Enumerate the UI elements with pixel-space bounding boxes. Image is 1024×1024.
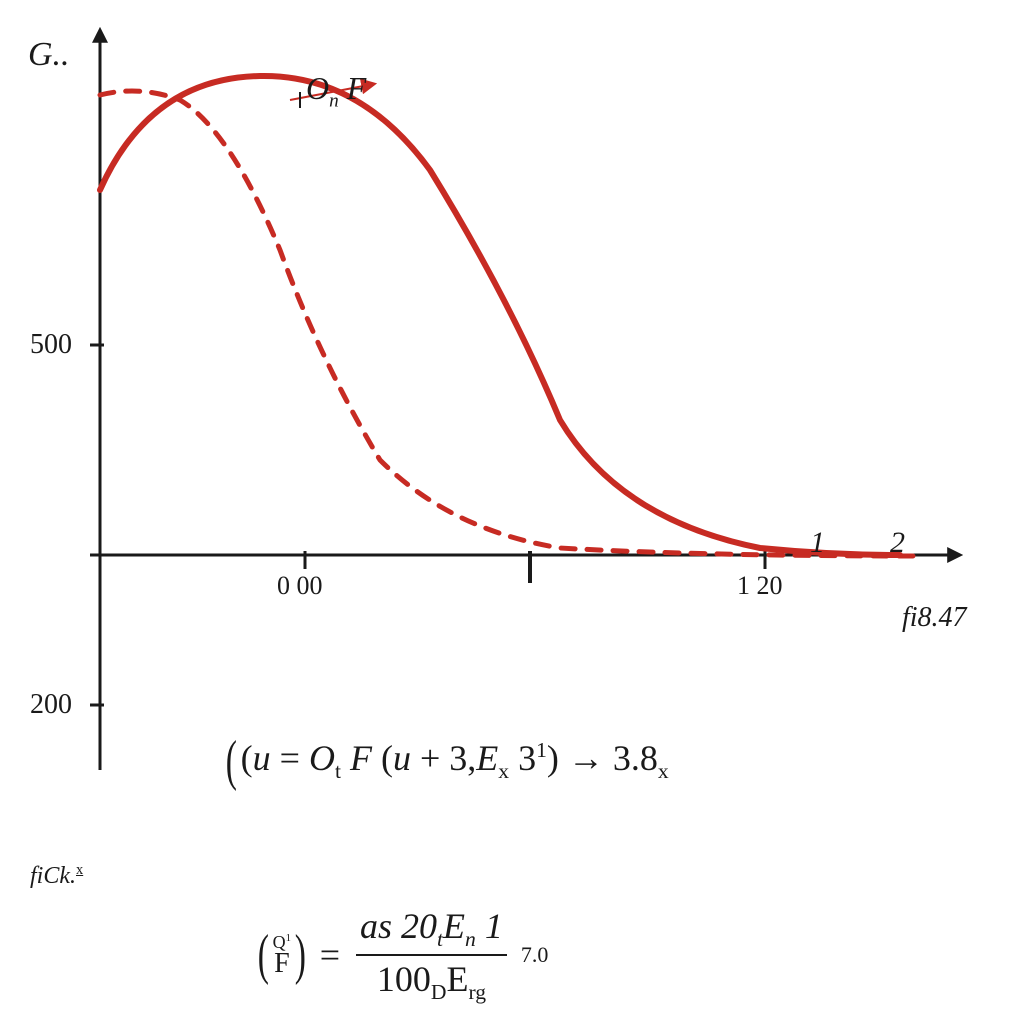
x-inline-label: 2 xyxy=(890,526,905,560)
x-tick-label: 0 00 xyxy=(277,571,323,601)
solid-curve-label: On F xyxy=(306,70,366,112)
formula-line-2: (Q1F) = as 20tEn 1 100DErg 7.0 xyxy=(254,905,548,1005)
y-tick-label: 200 xyxy=(30,689,72,721)
x-tick-label: 1 20 xyxy=(737,571,783,601)
chart-canvas xyxy=(0,0,1024,1024)
y-axis-label: G.. xyxy=(28,36,70,74)
x-axis-label: fi8.47 xyxy=(902,602,967,634)
corner-label: fiCk.x xyxy=(30,862,83,890)
formula-line-1: ( (u = Ot F (u + 3,Ex 31) → 3.8x xyxy=(222,733,669,789)
x-inline-label: 1 xyxy=(810,526,825,560)
y-tick-label: 500 xyxy=(30,329,72,361)
